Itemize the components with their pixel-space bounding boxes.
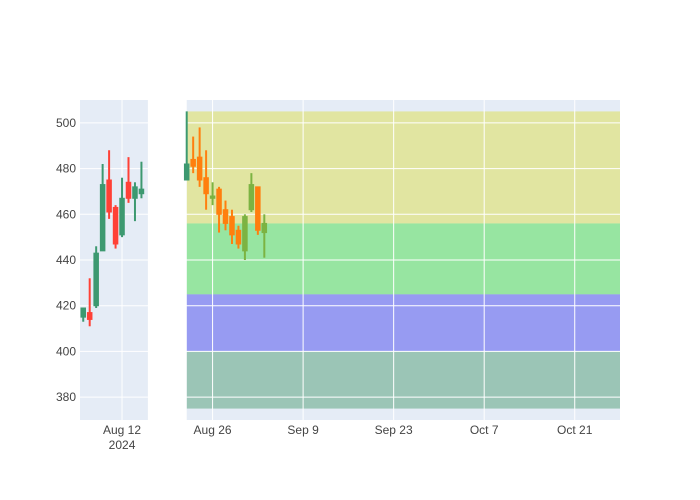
y-tick-label: 480 [56,162,76,176]
candle-body [138,188,145,195]
candle-body [216,188,222,215]
candle-body [183,163,190,181]
candle [119,177,125,238]
y-tick-label: 500 [56,116,76,130]
y-tick-label: 440 [56,253,76,267]
y-tick-label: 460 [56,207,76,221]
candle-body [119,197,125,236]
x-tick-label: Oct 21 [557,423,593,437]
shaded-region [186,294,620,352]
candle [203,150,209,210]
y-tick-label: 400 [56,344,76,358]
candle-body [261,222,268,234]
candle [106,150,112,219]
candle-body [229,216,235,236]
candle [222,200,229,231]
candle [112,205,119,249]
candle [86,278,93,327]
candle-body [86,312,93,320]
candle-body [209,195,216,199]
candle [196,127,203,187]
gridlines [80,100,620,420]
highlight-band [147,100,187,420]
shaded-region [186,351,620,409]
candlestick-series [80,111,268,327]
shaded-region [186,223,620,295]
x-tick-label: Sep 9 [287,423,319,437]
candle-body [93,252,99,307]
shaded-regions [186,111,620,409]
candle-body [125,181,132,199]
candle [99,164,106,252]
candle-body [248,184,255,211]
candle [93,246,99,308]
candle-body [222,209,229,224]
candle [242,214,248,260]
candle [125,157,132,203]
candle-body [255,186,261,231]
y-tick-label: 420 [56,299,76,313]
candle-body [99,184,106,252]
candle-body [132,186,138,199]
candle [216,186,222,233]
candle-body [242,216,248,252]
x-tick-label: Sep 23 [375,423,413,437]
x-tick-label: Aug 12 [103,423,141,437]
x-tick-label: Aug 26 [194,423,232,437]
candle-body [235,229,242,245]
candle [132,182,138,222]
candle-body [106,179,112,213]
candle [138,161,145,199]
candle-body [196,156,203,181]
candle [235,225,242,249]
x-tick-label: Oct 7 [470,423,499,437]
x-tick-sublabel: 2024 [109,438,136,452]
y-tick-label: 380 [56,390,76,404]
candle [80,307,86,322]
candle [248,173,255,212]
y-axis-tick-labels: 380 400 420 440 460 480 500 [56,116,76,404]
candle [209,182,216,206]
candle [261,214,268,258]
candle-body [80,307,86,318]
candle [229,209,235,244]
candle [183,111,190,181]
candle-body [190,158,196,167]
candle [255,186,261,235]
candle-body [203,177,209,195]
candle [190,136,196,174]
candle-body [112,206,119,245]
